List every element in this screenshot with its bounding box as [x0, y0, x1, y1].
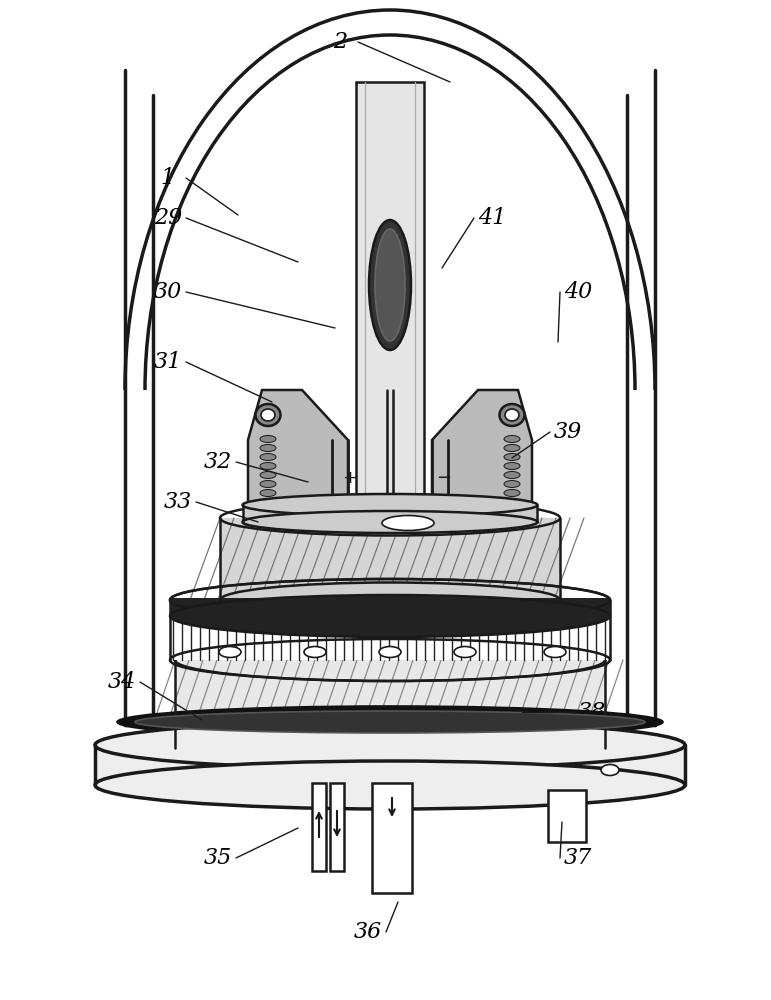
Ellipse shape [117, 706, 663, 738]
Ellipse shape [170, 595, 610, 637]
Ellipse shape [260, 436, 276, 442]
Ellipse shape [504, 489, 520, 496]
Text: 31: 31 [154, 351, 182, 373]
Text: 32: 32 [204, 451, 232, 473]
Ellipse shape [504, 498, 520, 506]
Ellipse shape [544, 647, 566, 658]
Ellipse shape [243, 494, 537, 516]
Ellipse shape [260, 444, 276, 452]
Text: 36: 36 [354, 921, 382, 943]
Text: 41: 41 [478, 207, 506, 229]
Bar [372, 783, 412, 893]
Ellipse shape [95, 761, 685, 809]
Polygon shape [95, 745, 685, 785]
Ellipse shape [243, 511, 537, 533]
Text: 33: 33 [164, 491, 192, 513]
Ellipse shape [304, 647, 326, 658]
Ellipse shape [260, 489, 276, 496]
Ellipse shape [504, 472, 520, 479]
Polygon shape [220, 518, 560, 600]
Ellipse shape [379, 647, 401, 658]
Text: +: + [342, 469, 358, 487]
Ellipse shape [382, 516, 434, 530]
Text: 30: 30 [154, 281, 182, 303]
Ellipse shape [260, 481, 276, 488]
Polygon shape [243, 505, 537, 522]
Ellipse shape [504, 454, 520, 460]
Ellipse shape [505, 409, 519, 421]
Text: 39: 39 [554, 421, 582, 443]
Text: 29: 29 [154, 207, 182, 229]
Bar [312, 783, 326, 871]
Ellipse shape [369, 220, 411, 350]
Ellipse shape [504, 436, 520, 442]
Ellipse shape [260, 472, 276, 479]
Ellipse shape [354, 507, 426, 529]
Ellipse shape [504, 444, 520, 452]
Bar [356, 82, 424, 508]
Ellipse shape [175, 727, 605, 769]
Ellipse shape [255, 404, 281, 426]
Polygon shape [432, 390, 532, 508]
Polygon shape [175, 660, 605, 748]
Ellipse shape [260, 462, 276, 470]
Ellipse shape [504, 462, 520, 470]
Ellipse shape [500, 404, 524, 426]
Text: 37: 37 [564, 847, 592, 869]
Ellipse shape [260, 454, 276, 460]
Ellipse shape [220, 582, 560, 617]
Ellipse shape [260, 498, 276, 506]
Polygon shape [170, 598, 610, 616]
Text: 1: 1 [161, 167, 175, 189]
Polygon shape [170, 600, 610, 660]
Ellipse shape [601, 764, 619, 776]
Ellipse shape [504, 481, 520, 488]
Ellipse shape [261, 409, 275, 421]
Text: 40: 40 [564, 281, 592, 303]
Ellipse shape [95, 721, 685, 769]
Ellipse shape [135, 711, 645, 733]
Bar [330, 783, 344, 871]
Ellipse shape [219, 647, 241, 658]
Ellipse shape [454, 647, 476, 658]
Ellipse shape [375, 229, 405, 341]
Text: 38: 38 [578, 701, 606, 723]
Polygon shape [248, 390, 348, 508]
Text: 34: 34 [108, 671, 136, 693]
Text: 35: 35 [204, 847, 232, 869]
Bar [548, 790, 586, 842]
Text: 2: 2 [333, 31, 347, 53]
Text: −: − [436, 469, 452, 487]
